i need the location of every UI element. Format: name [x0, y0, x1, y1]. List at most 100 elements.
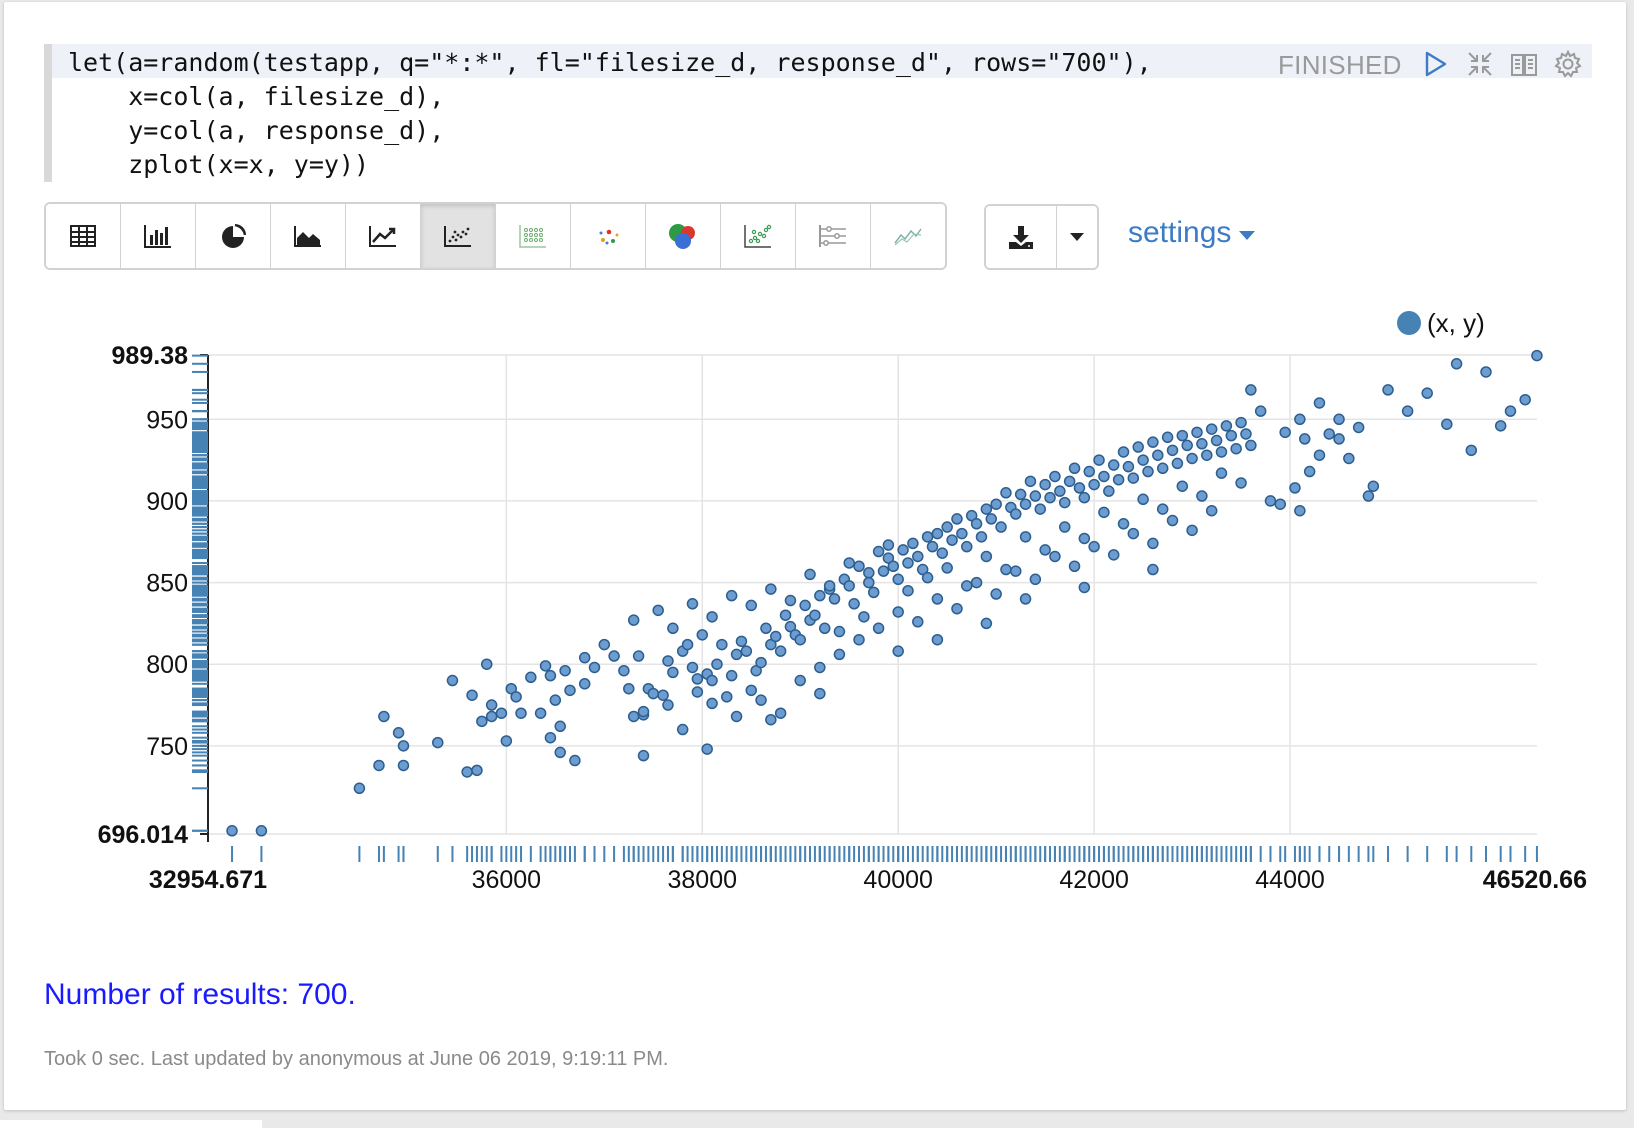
data-point[interactable] — [951, 602, 963, 615]
data-point[interactable] — [931, 527, 944, 540]
data-point[interactable] — [711, 658, 723, 670]
data-point[interactable] — [1147, 436, 1159, 448]
data-point[interactable] — [926, 540, 939, 553]
data-point[interactable] — [1024, 475, 1037, 488]
data-point[interactable] — [1343, 452, 1355, 465]
data-point[interactable] — [936, 547, 949, 559]
data-point[interactable] — [921, 531, 934, 543]
data-point[interactable] — [804, 568, 816, 581]
data-point[interactable] — [1441, 418, 1453, 430]
data-point[interactable] — [1068, 560, 1081, 572]
data-point[interactable] — [1230, 442, 1242, 455]
data-point[interactable] — [755, 656, 767, 669]
data-point[interactable] — [578, 678, 591, 690]
data-point[interactable] — [1093, 454, 1105, 466]
data-point[interactable] — [662, 699, 674, 711]
data-point[interactable] — [1205, 423, 1218, 435]
data-point[interactable] — [833, 625, 846, 638]
data-point[interactable] — [872, 545, 885, 558]
data-point[interactable] — [794, 633, 806, 646]
green-scatter-button[interactable] — [721, 204, 796, 268]
data-point[interactable] — [1191, 426, 1203, 439]
data-point[interactable] — [598, 638, 611, 651]
data-point[interactable] — [1181, 439, 1193, 452]
data-point[interactable] — [510, 691, 522, 703]
data-point[interactable] — [667, 666, 679, 679]
data-point[interactable] — [1166, 444, 1179, 457]
data-point[interactable] — [1303, 465, 1316, 478]
data-point[interactable] — [1367, 480, 1380, 492]
data-point[interactable] — [961, 580, 973, 592]
data-point[interactable] — [931, 593, 944, 605]
data-point[interactable] — [1039, 544, 1051, 556]
data-point[interactable] — [525, 671, 537, 684]
data-point[interactable] — [1152, 449, 1164, 461]
data-point[interactable] — [1078, 532, 1091, 545]
data-point[interactable] — [828, 593, 841, 605]
data-point[interactable] — [1333, 413, 1345, 426]
data-point[interactable] — [769, 630, 782, 643]
data-point[interactable] — [466, 689, 478, 701]
data-point[interactable] — [980, 503, 993, 515]
data-point[interactable] — [1088, 540, 1100, 553]
data-point[interactable] — [760, 622, 772, 635]
data-point[interactable] — [946, 534, 958, 546]
data-point[interactable] — [373, 759, 385, 772]
collapse-icon[interactable] — [1464, 48, 1496, 80]
data-point[interactable] — [1401, 405, 1414, 417]
data-point[interactable] — [765, 713, 777, 726]
data-point[interactable] — [1215, 446, 1228, 458]
data-point[interactable] — [1117, 446, 1130, 458]
data-point[interactable] — [1245, 384, 1257, 396]
data-point[interactable] — [534, 707, 547, 719]
data-point[interactable] — [1264, 495, 1277, 507]
data-point[interactable] — [872, 622, 885, 635]
data-point[interactable] — [995, 521, 1007, 533]
data-point[interactable] — [980, 550, 993, 563]
data-point[interactable] — [1480, 366, 1492, 378]
data-point[interactable] — [1000, 487, 1012, 499]
data-point[interactable] — [765, 583, 777, 595]
data-point[interactable] — [1142, 465, 1154, 478]
data-point[interactable] — [1186, 452, 1198, 465]
data-point[interactable] — [985, 513, 998, 525]
data-point[interactable] — [1235, 416, 1247, 429]
data-point[interactable] — [784, 594, 797, 607]
data-point[interactable] — [1103, 485, 1115, 497]
data-point[interactable] — [814, 687, 826, 700]
data-point[interactable] — [941, 562, 953, 574]
data-point[interactable] — [1122, 460, 1135, 473]
chart-legend[interactable]: (x, y) — [1397, 308, 1485, 338]
data-point[interactable] — [1323, 428, 1335, 440]
data-point[interactable] — [559, 664, 571, 677]
data-point[interactable] — [799, 599, 811, 612]
data-point[interactable] — [990, 498, 1002, 510]
data-point[interactable] — [667, 622, 679, 635]
data-point[interactable] — [745, 599, 758, 612]
line-chart-button[interactable] — [346, 204, 421, 268]
data-point[interactable] — [970, 576, 983, 589]
data-point[interactable] — [794, 674, 806, 687]
data-point[interactable] — [1083, 465, 1095, 478]
data-point[interactable] — [706, 697, 718, 710]
data-point[interactable] — [951, 513, 963, 525]
data-point[interactable] — [632, 650, 645, 662]
data-point[interactable] — [461, 766, 473, 778]
data-point[interactable] — [730, 710, 743, 723]
data-point[interactable] — [1382, 384, 1394, 396]
data-point[interactable] — [745, 684, 758, 697]
data-point[interactable] — [1235, 477, 1247, 489]
data-point[interactable] — [662, 655, 674, 667]
data-point[interactable] — [1352, 421, 1365, 434]
code-text[interactable]: let(a=random(testapp, q="*:*", fl="files… — [68, 46, 1152, 182]
data-point[interactable] — [843, 580, 855, 592]
data-point[interactable] — [1333, 433, 1345, 445]
data-point[interactable] — [544, 731, 557, 744]
data-point[interactable] — [647, 687, 660, 700]
data-point[interactable] — [1014, 488, 1027, 501]
data-point[interactable] — [1519, 393, 1531, 406]
data-point[interactable] — [970, 518, 983, 530]
data-point[interactable] — [882, 552, 895, 564]
data-point[interactable] — [892, 645, 904, 657]
data-point[interactable] — [588, 661, 601, 674]
